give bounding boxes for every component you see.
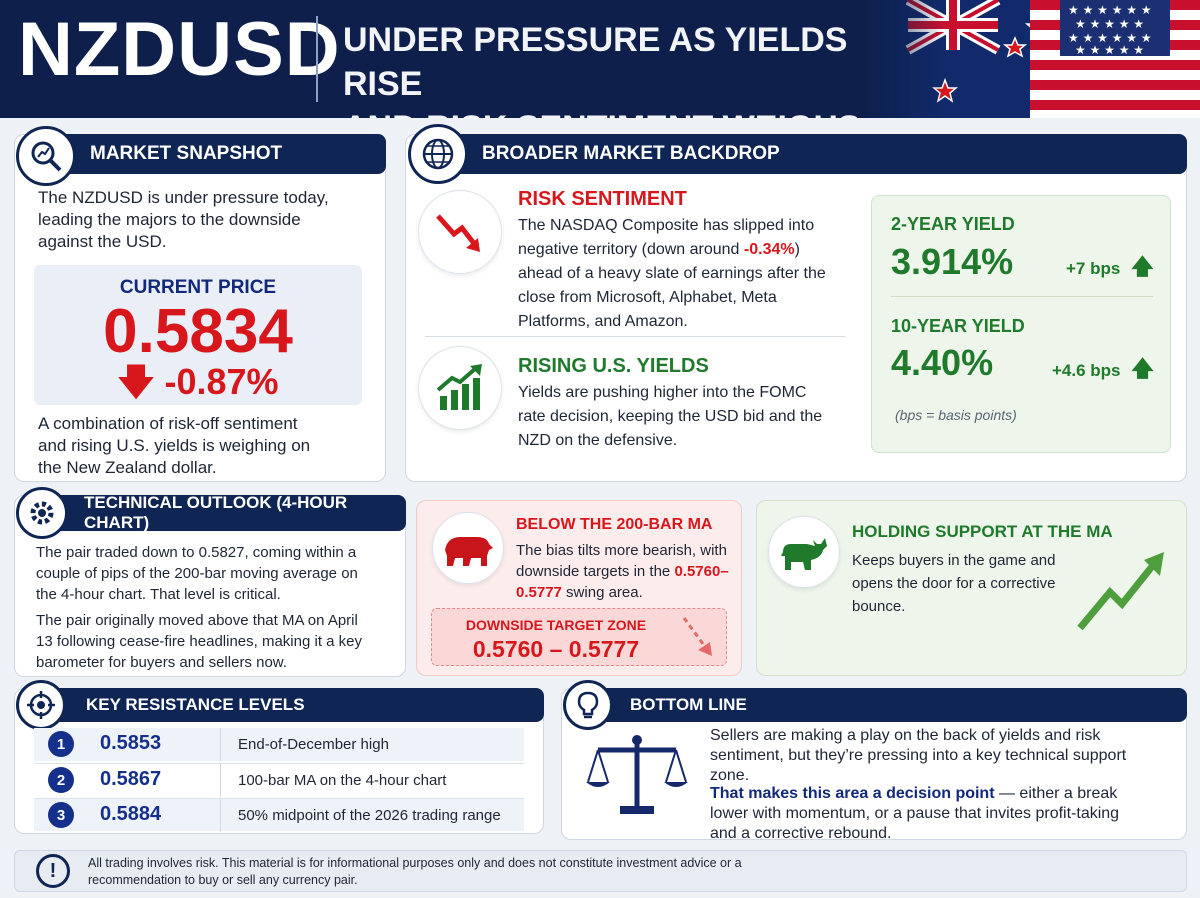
bar-chart-up-icon: [418, 346, 502, 430]
price-panel: [34, 265, 362, 405]
disclaimer-bar: [14, 850, 1187, 892]
snapshot-intro: The NZDUSD is under pressure today, lead…: [38, 188, 329, 251]
rising-arrow-icon: [1077, 552, 1164, 631]
resistance-title: KEY RESISTANCE LEVELS: [86, 695, 305, 714]
gear-icon: [16, 487, 68, 539]
resistance-description: 50% midpoint of the 2026 trading range: [238, 807, 501, 824]
risk-value: -0.34%: [743, 241, 795, 258]
dashed-down-arrow-icon: [682, 617, 712, 656]
bull-title: HOLDING SUPPORT AT THE MA: [852, 522, 1113, 541]
up-arrow-icon: 🡅: [1131, 356, 1154, 381]
resistance-level: 0.5853: [100, 732, 162, 754]
bear-icon: [432, 512, 504, 584]
price-change-value: -0.87%: [164, 361, 279, 402]
backdrop-separator: [425, 336, 845, 337]
y2-label: 2-YEAR YIELD: [891, 214, 1015, 234]
resistance-level: 0.5884: [100, 803, 162, 825]
header-divider: [316, 16, 318, 102]
y2-change-value: +7 bps: [1066, 259, 1121, 278]
globe-icon: [408, 124, 468, 184]
lightbulb-icon: [563, 680, 613, 730]
bottom-line-p2: That makes this area a decision point — …: [710, 784, 1150, 844]
risk-text: The NASDAQ Composite has slipped into ne…: [518, 214, 828, 334]
falling-arrow-icon: [418, 190, 502, 274]
bottom-line-tab: BOTTOM LINE: [588, 688, 1187, 722]
row-separator: [220, 799, 221, 832]
price-change: 🡇 -0.87%: [34, 362, 362, 402]
technical-p1: The pair traded down to 0.5827, coming w…: [36, 544, 358, 603]
bottom-line-p1: Sellers are making a play on the back of…: [710, 727, 1127, 784]
market-snapshot-tab: MARKET SNAPSHOT: [46, 134, 386, 174]
yields-title: RISING U.S. YIELDS: [518, 355, 709, 377]
bottom-line-title: BOTTOM LINE: [630, 695, 747, 714]
flags-icon: ★ ★ ★ ★ ★ ★ ★ ★ ★ ★ ★ ★ ★ ★ ★ ★ ★ ★ ★ ★ …: [860, 0, 1200, 118]
resistance-description: 100-bar MA on the 4-hour chart: [238, 772, 447, 789]
down-arrow-icon: 🡇: [117, 361, 155, 402]
technical-tab: TECHNICAL OUTLOOK (4-HOUR CHART): [42, 493, 406, 532]
risk-title: RISK SENTIMENT: [518, 188, 687, 210]
bear-text-post: swing area.: [561, 584, 643, 601]
bear-text-value: 0.5760–0.5777: [516, 563, 729, 601]
headline: UNDER PRESSURE AS YIELDS RISE AND RISK S…: [343, 18, 883, 118]
row-number-badge: 1: [48, 731, 74, 757]
target-zone-box: [431, 608, 727, 666]
headline-line-1: UNDER PRESSURE AS YIELDS RISE: [343, 21, 848, 103]
magnifier-chart-icon: [16, 126, 76, 186]
resistance-level: 0.5867: [100, 768, 162, 790]
warning-icon: !: [36, 854, 70, 888]
brand-title: NZDUSD: [18, 7, 341, 92]
yields-divider: [891, 296, 1153, 297]
bear-text: The bias tilts more bearish, with downsi…: [516, 540, 731, 603]
resistance-description: End-of-December high: [238, 736, 389, 753]
y10-label: 10-YEAR YIELD: [891, 316, 1025, 336]
bull-text: Keeps buyers in the game and opens the d…: [852, 552, 1056, 615]
technical-title: TECHNICAL OUTLOOK (4-HOUR CHART): [84, 493, 348, 532]
row-separator: [220, 728, 221, 761]
y10-value: 4.40%: [891, 342, 994, 383]
row-number-badge: 3: [48, 802, 74, 828]
headline-line-2: AND RISK SENTIMENT WEIGHS: [343, 106, 883, 118]
yields-panel: [871, 195, 1171, 453]
technical-p2: The pair originally moved above that MA …: [36, 612, 363, 671]
yields-text: Yields are pushing higher into the FOMC …: [518, 384, 823, 449]
disclaimer-text: All trading involves risk. This material…: [88, 856, 742, 887]
target-zone-label: DOWNSIDE TARGET ZONE: [465, 617, 647, 633]
scales-icon: [586, 735, 688, 814]
risk-text-pre: The NASDAQ Composite has slipped into ne…: [518, 217, 815, 258]
market-snapshot-title: MARKET SNAPSHOT: [90, 143, 283, 164]
y10-change: +4.6 bps 🡅: [1052, 352, 1154, 390]
bottom-line-emphasis: That makes this area a decision point: [710, 785, 995, 802]
backdrop-tab: BROADER MARKET BACKDROP: [436, 134, 1187, 174]
bear-title: BELOW THE 200-BAR MA: [516, 516, 713, 533]
bear-text-pre: The bias tilts more bearish, with downsi…: [516, 542, 727, 580]
y2-value: 3.914%: [891, 241, 1014, 282]
row-separator: [220, 764, 221, 797]
bottom-line-rest: — either a break lower with momentum, or…: [710, 785, 1120, 842]
price-label: CURRENT PRICE: [119, 277, 277, 298]
row-number-badge: 2: [48, 767, 74, 793]
table-row: 2 0.5867 100-bar MA on the 4-hour chart: [34, 763, 524, 797]
backdrop-title: BROADER MARKET BACKDROP: [482, 143, 780, 164]
risk-text-post: ) ahead of a heavy slate of earnings aft…: [518, 241, 826, 330]
table-row: 3 0.5884 50% midpoint of the 2026 trading …: [34, 798, 524, 832]
resistance-tab: KEY RESISTANCE LEVELS: [42, 688, 544, 722]
bull-icon: [768, 516, 840, 588]
y10-change-value: +4.6 bps: [1052, 361, 1121, 380]
current-price: 0.5834: [103, 297, 293, 366]
bps-note: (bps = basis points): [895, 407, 1017, 423]
target-zone-value: 0.5760 – 0.5777: [472, 636, 640, 662]
up-arrow-icon: 🡅: [1131, 254, 1154, 279]
header-banner: NZDUSD UNDER PRESSURE AS YIELDS RISE AND…: [0, 0, 1200, 118]
table-row: 1 0.5853 End-of-December high: [34, 728, 524, 761]
target-crosshair-icon: [16, 680, 66, 730]
snapshot-footer: A combination of risk-off sentiment and …: [38, 414, 311, 477]
y2-change: +7 bps 🡅: [1066, 250, 1154, 288]
